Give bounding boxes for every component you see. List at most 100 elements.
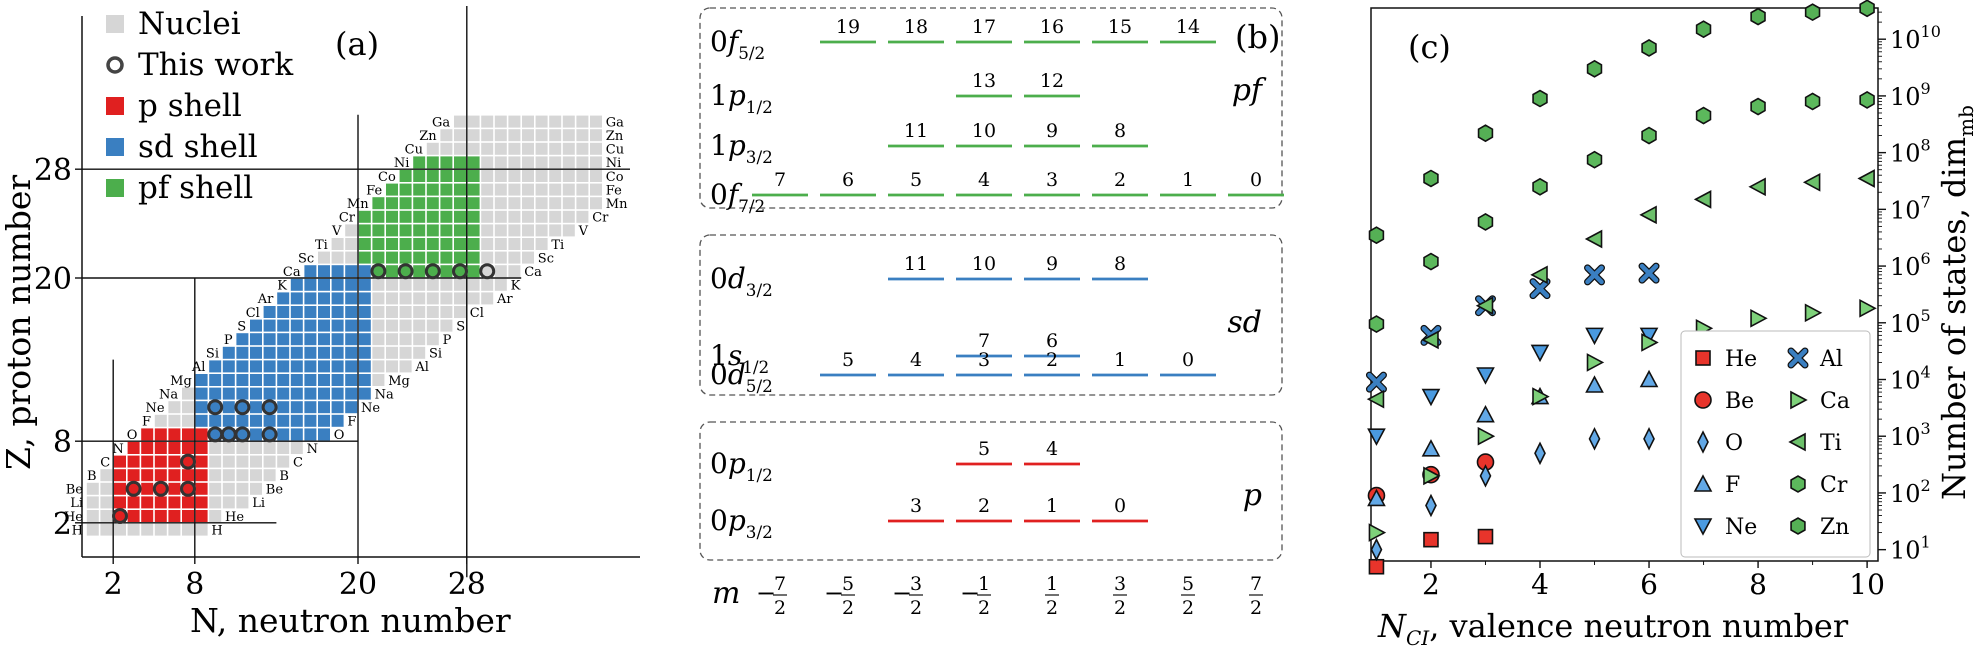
- nuclide-cell: [304, 265, 317, 278]
- element-label: He: [64, 510, 83, 525]
- nuclide-cell: [331, 333, 344, 346]
- element-label: Mn: [347, 197, 369, 212]
- legend-label: O: [1725, 431, 1743, 456]
- this-work-ring: [112, 508, 128, 524]
- legend-swatch: [106, 97, 124, 115]
- nuclide-cell: [290, 306, 303, 318]
- nuclide-cell: [86, 496, 99, 509]
- point-zn: [1368, 226, 1385, 245]
- nuclide-cell: [481, 156, 494, 169]
- nuclide-cell: [440, 142, 453, 155]
- nuclide-cell: [549, 170, 562, 182]
- element-label: Cl: [470, 306, 484, 321]
- state-index: 3: [978, 349, 990, 371]
- nuclide-cell: [454, 265, 466, 278]
- legend-label: p shell: [138, 88, 242, 124]
- nuclide-cell: [454, 278, 466, 291]
- legend-label: Al: [1819, 347, 1843, 372]
- nuclide-cell: [236, 360, 249, 373]
- nuclide-cell: [386, 265, 398, 278]
- element-label: He: [225, 510, 244, 525]
- nuclide-cell: [250, 401, 262, 414]
- point-al: [1638, 262, 1660, 284]
- panel-a: HHeLiBeBCNOFNeNaMgAlSiPSClArKCaScTiVCrMn…: [0, 6, 640, 640]
- nuclide-cell: [522, 238, 534, 250]
- nuclide-cell: [522, 115, 534, 128]
- nuclide-cell: [467, 265, 480, 278]
- nuclide-cell: [345, 401, 358, 414]
- nuclide-cell: [549, 156, 562, 169]
- nuclide-cell: [467, 197, 480, 210]
- nuclide-cell: [494, 183, 507, 196]
- nuclide-cell: [250, 319, 262, 332]
- element-label: Zn: [419, 129, 437, 144]
- state-index: 8: [1114, 253, 1126, 275]
- nuclide-cell: [222, 401, 235, 414]
- point-o: [1643, 427, 1655, 451]
- c-ytick-label: 107: [1890, 192, 1931, 224]
- point-ti: [1693, 190, 1712, 209]
- nuclide-cell: [290, 360, 303, 373]
- element-label: Ga: [432, 115, 450, 130]
- m-denominator: 2: [1114, 597, 1126, 619]
- point-zn: [1804, 3, 1821, 22]
- state-index: 4: [978, 169, 990, 191]
- nuclide-cell: [222, 496, 235, 509]
- nuclide-cell: [413, 333, 426, 346]
- legend-label: F: [1725, 473, 1740, 498]
- nuclide-cell: [318, 374, 330, 386]
- element-label: S: [237, 319, 246, 334]
- element-label: Be: [66, 483, 84, 498]
- legend-label: sd shell: [138, 129, 258, 165]
- nuclide-cell: [386, 292, 398, 305]
- nuclide-cell: [413, 183, 426, 196]
- nuclide-cell: [345, 387, 358, 400]
- point-he: [1423, 531, 1439, 548]
- nuclide-cell: [154, 428, 167, 441]
- a-ytick-label: 20: [34, 262, 72, 297]
- orbital-label: 0p3/2: [710, 504, 773, 542]
- nuclide-cell: [494, 115, 507, 128]
- nuclide-cell: [263, 401, 276, 414]
- shell-tag: pf: [1232, 73, 1267, 108]
- element-label: K: [277, 279, 287, 294]
- legend-label: pf shell: [138, 170, 253, 206]
- state-index: 0: [1182, 349, 1194, 371]
- element-label: Fe: [606, 183, 622, 198]
- nuclide-cell: [494, 129, 507, 142]
- nuclide-cell: [209, 428, 222, 441]
- nuclide-cell: [263, 374, 276, 386]
- nuclide-cell: [386, 346, 398, 359]
- element-label: Be: [266, 483, 284, 498]
- state-index: 5: [978, 438, 990, 460]
- nuclide-cell: [372, 333, 385, 346]
- nuclide-cell: [549, 224, 562, 237]
- nuclide-cell: [535, 210, 548, 223]
- nuclide-cell: [508, 142, 521, 155]
- nuclide-cell: [86, 482, 99, 495]
- nuclide-cell: [590, 142, 602, 155]
- point-ca: [1368, 523, 1387, 542]
- nuclide-cell: [590, 129, 602, 142]
- legend-label: Zn: [1820, 515, 1849, 540]
- nuclide-cell: [440, 156, 453, 169]
- orbital-label: 0d3/2: [710, 262, 773, 300]
- nuclide-cell: [236, 387, 249, 400]
- nuclide-cell: [236, 401, 249, 414]
- element-label: Cl: [246, 306, 260, 321]
- element-label: H: [211, 523, 222, 538]
- nuclide-cell: [372, 319, 385, 332]
- element-label: S: [456, 319, 465, 334]
- nuclide-cell: [222, 346, 235, 359]
- nuclide-cell: [277, 319, 290, 332]
- element-label: Cr: [339, 211, 356, 226]
- nuclide-cell: [426, 142, 439, 155]
- element-label: C: [100, 455, 110, 470]
- nuclide-cell: [182, 414, 194, 427]
- nuclide-cell: [263, 319, 276, 332]
- nuclide-cell: [494, 197, 507, 210]
- nuclide-cell: [331, 346, 344, 359]
- state-index: 4: [910, 349, 922, 371]
- point-ca: [1423, 466, 1441, 486]
- nuclide-cell: [250, 387, 262, 400]
